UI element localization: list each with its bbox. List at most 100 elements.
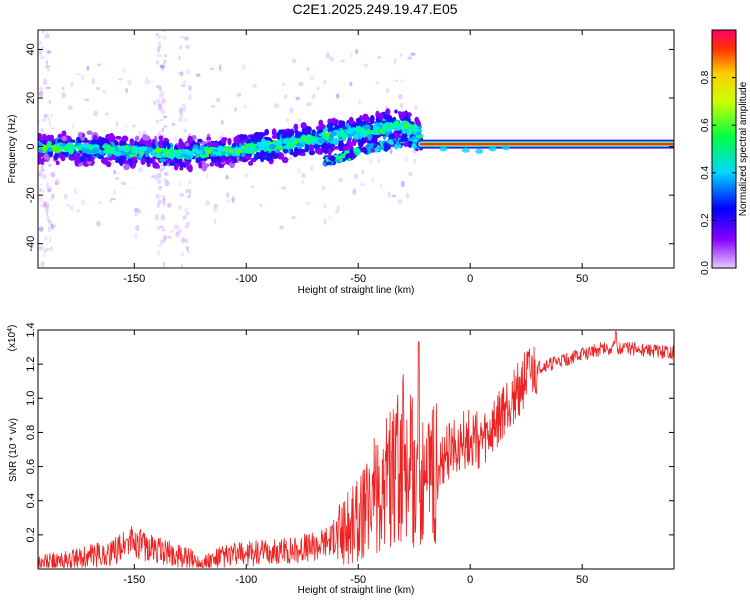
spectrogram-noise-dot — [38, 263, 44, 267]
spectrogram-noise-dot — [159, 119, 164, 122]
spectrogram-noise-dot — [186, 195, 191, 198]
carrier-wiggle-dot — [461, 147, 470, 153]
spectrogram-x-tick-label: 50 — [576, 273, 588, 285]
spectrogram-noise-dot — [117, 172, 120, 175]
spectrogram-secondary-dot — [345, 153, 351, 159]
spectrogram-noise-dot — [131, 124, 137, 128]
spectrogram-noise-dot — [49, 236, 52, 244]
spectrogram-band-dot — [64, 150, 69, 157]
spectrogram-core-dot — [352, 133, 360, 139]
spectrogram-noise-dot — [225, 199, 230, 203]
snr-series-line — [38, 331, 674, 568]
spectrogram-band-dot — [227, 156, 232, 163]
snr-y-tick-label: 0.6 — [25, 459, 37, 474]
spectrogram-noise-dot — [162, 35, 167, 41]
spectrogram-core-dot — [38, 142, 44, 147]
spectrogram-noise-dot — [38, 49, 43, 56]
spectrogram-noise-dot — [188, 94, 192, 101]
spectrogram-noise-dot — [134, 207, 139, 213]
spectrogram-noise-dot — [157, 250, 161, 256]
spectrogram-noise-dot — [147, 79, 151, 85]
spectrogram-noise-dot — [161, 228, 166, 232]
spectrogram-noise-dot — [158, 93, 161, 100]
spectrogram-noise-dot — [71, 123, 75, 129]
spectrogram-core-dot — [68, 148, 75, 154]
spectrogram-y-tick-label: 20 — [25, 92, 37, 104]
spectrogram-core-dot — [162, 152, 168, 158]
spectrogram-band-dot — [61, 130, 67, 137]
spectrogram-noise-dot — [377, 157, 381, 164]
spectrogram-band-dot — [38, 132, 42, 140]
spectrogram-band-dot — [158, 139, 165, 148]
spectrogram-noise-dot — [292, 58, 297, 64]
spectrogram-noise-dot — [178, 228, 183, 233]
spectrogram-secondary-dot — [341, 153, 346, 159]
spectrogram-noise-dot — [205, 199, 210, 206]
spectrogram-noise-dot — [399, 53, 403, 57]
spectrogram-noise-dot — [138, 166, 144, 173]
spectrogram-noise-dot — [48, 99, 51, 105]
spectrogram-noise-dot — [158, 130, 162, 135]
spectrogram-noise-dot — [170, 230, 174, 233]
spectrogram-noise-dot — [173, 136, 178, 142]
spectrogram-band-dot — [253, 155, 259, 160]
spectrogram-noise-dot — [289, 107, 294, 114]
spectrogram-band-dot — [414, 116, 420, 124]
spectrogram-core-dot — [123, 147, 130, 153]
spectrogram-core-dot — [317, 138, 326, 143]
spectrogram-band-dot — [315, 150, 321, 154]
spectrogram-band-dot — [271, 134, 277, 140]
spectrogram-noise-dot — [41, 262, 45, 266]
spectrogram-core-dot — [345, 129, 354, 135]
spectrogram-noise-dot — [410, 52, 416, 56]
spectrogram-noise-dot — [156, 52, 162, 58]
spectrogram-noise-dot — [38, 245, 44, 251]
snr-x-label: Height of straight line (km) — [298, 585, 415, 596]
spectrogram-y-label: Frequency (Hz) — [7, 115, 18, 184]
spectrogram-core-dot — [105, 146, 114, 152]
spectrogram-noise-dot — [157, 203, 160, 208]
spectrogram-core-dot — [224, 152, 229, 157]
spectrogram-secondary-dot — [386, 145, 391, 149]
spectrogram-noise-dot — [114, 177, 120, 181]
spectrogram-noise-dot — [210, 104, 216, 108]
spectrogram-noise-dot — [162, 261, 166, 268]
spectrogram-noise-dot — [50, 112, 53, 118]
spectrogram-noise-dot — [76, 208, 81, 214]
spectrogram-noise-dot — [48, 163, 52, 168]
spectrogram-noise-dot — [162, 196, 165, 202]
spectrogram-noise-dot — [298, 81, 304, 87]
spectrogram-noise-dot — [340, 59, 345, 63]
spectrogram-noise-dot — [45, 31, 48, 36]
spectrogram-noise-dot — [157, 225, 160, 231]
spectrogram-core-dot — [92, 147, 100, 154]
spectrogram-x-label: Height of straight line (km) — [298, 285, 415, 296]
spectrogram-noise-dot — [301, 180, 305, 184]
spectrogram-core-dot — [282, 140, 290, 144]
spectrogram-secondary-dot — [379, 146, 384, 150]
spectrogram-noise-dot — [44, 247, 50, 252]
spectrogram-band-dot — [345, 122, 350, 129]
spectrogram-noise-dot — [144, 77, 149, 85]
spectrogram-noise-dot — [162, 61, 166, 65]
spectrogram-noise-dot — [42, 78, 48, 86]
colorbar-gradient — [711, 29, 737, 269]
spectrogram-noise-dot — [281, 186, 287, 190]
spectrogram-core-dot — [290, 138, 296, 143]
spectrogram-noise-dot — [177, 71, 183, 74]
colorbar-label: Normalized spectral amplitude — [738, 81, 749, 216]
spectrogram-band-dot — [183, 161, 191, 165]
spectrogram-noise-dot — [54, 181, 59, 186]
spectrogram-noise-dot — [40, 189, 46, 193]
spectrogram-noise-dot — [47, 188, 52, 193]
spectrogram-core-dot — [156, 152, 161, 158]
spectrogram-band-dot — [38, 151, 44, 158]
spectrogram-noise-dot — [69, 205, 74, 211]
snr-x-tick-label: 0 — [467, 574, 473, 586]
spectrogram-core-dot — [393, 120, 400, 127]
spectrogram-noise-dot — [47, 185, 53, 193]
spectrogram-noise-dot — [158, 41, 161, 44]
spectrogram-core-dot — [100, 151, 105, 156]
spectrogram-core-dot — [46, 140, 52, 146]
